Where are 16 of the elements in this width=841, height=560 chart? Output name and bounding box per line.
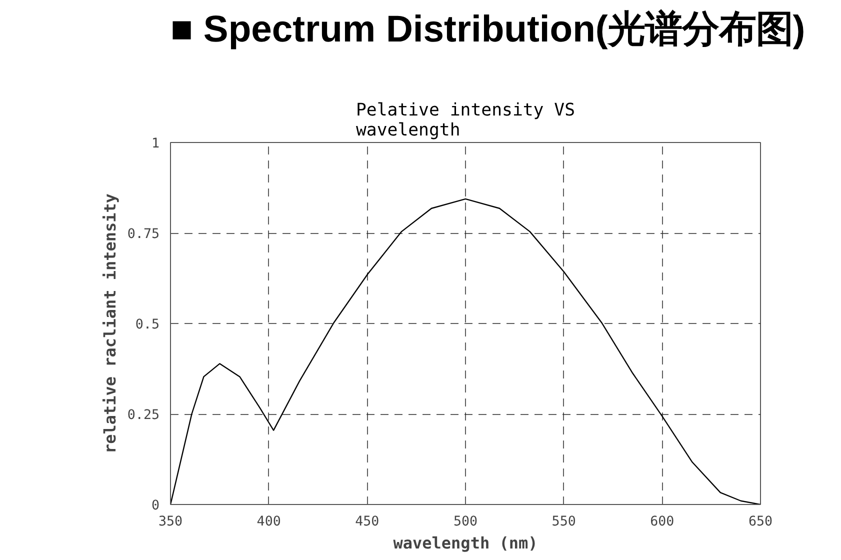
x-tick-label: 450 — [355, 514, 380, 530]
x-tick-label: 350 — [158, 514, 183, 530]
y-tick-label: 0 — [151, 498, 160, 514]
x-tick-label: 650 — [748, 514, 773, 530]
chart-title: ■ Spectrum Distribution(光谱分布图) — [170, 8, 806, 50]
chart-subtitle: Pelative intensity VS wavelength — [356, 100, 576, 140]
y-tick-label: 0.75 — [127, 227, 160, 242]
x-tick-label: 550 — [552, 514, 576, 530]
y-tick-label: 0.5 — [135, 318, 160, 332]
y-tick-label: 1 — [151, 136, 160, 152]
x-tick-label: 400 — [256, 514, 281, 530]
x-axis-title: wavelength (nm) — [393, 534, 538, 552]
y-tick-label: 0.25 — [127, 408, 160, 423]
y-axis-title: relative racliant intensity — [100, 193, 120, 454]
x-tick-label: 600 — [650, 514, 674, 530]
x-tick-label: 500 — [453, 514, 478, 530]
